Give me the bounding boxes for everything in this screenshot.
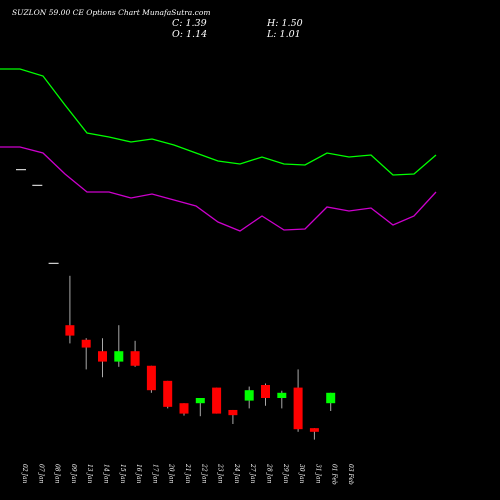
- x-tick-label: 30 Jan: [298, 464, 305, 484]
- x-tick-label: 03 Feb: [347, 464, 354, 485]
- x-tick-label: 01 Feb: [331, 464, 338, 485]
- x-tick-label: 20 Jan: [168, 463, 175, 484]
- x-tick-label: 08 Jan: [54, 464, 61, 484]
- ohlc-high: H: 1.50: [266, 18, 303, 29]
- x-tick-label: 15 Jan: [119, 464, 126, 484]
- candle-17-jan: [146, 365, 156, 393]
- candle-body: [179, 403, 189, 414]
- chart-title: SUZLON 59.00 CE Options Chart MunafaSutr…: [12, 8, 210, 17]
- candle-body: [114, 351, 124, 362]
- ohlc-close: C: 1.39: [172, 18, 207, 29]
- ma-line-magenta: [0, 146, 437, 232]
- candle-20-jan: [163, 380, 173, 409]
- x-tick-label: 16 Jan: [135, 464, 142, 484]
- x-tick-label: 14 Jan: [103, 464, 110, 484]
- ohlc-low: L: 1.01: [266, 29, 301, 40]
- candle-29-jan: [277, 390, 287, 409]
- x-tick-label: 31 Jan: [314, 464, 321, 484]
- candle-14-jan: [98, 338, 107, 378]
- x-tick-label: 23 Jan: [217, 463, 224, 484]
- x-tick-label: 09 Jan: [70, 464, 77, 484]
- candle-body: [261, 385, 270, 398]
- candle-body: [163, 380, 173, 407]
- candle-07-jan: [32, 184, 43, 186]
- candle-body: [65, 325, 75, 336]
- x-tick-label: 28 Jan: [266, 463, 273, 484]
- candle-body: [228, 409, 238, 416]
- x-tick-label: 17 Jan: [151, 464, 158, 484]
- x-tick-label: 02 Jan: [21, 464, 28, 484]
- ma-line-green: [0, 68, 437, 176]
- candle-09-jan: [65, 275, 75, 344]
- x-tick-label: 22 Jan: [200, 463, 207, 484]
- x-tick-label: 21 Jan: [184, 463, 191, 484]
- x-tick-label: 24 Jan: [233, 463, 240, 484]
- candle-24-jan: [228, 409, 238, 424]
- candle-21-jan: [179, 403, 189, 416]
- x-tick-label: 29 Jan: [282, 463, 289, 484]
- candle-body: [48, 262, 59, 264]
- candle-08-jan: [48, 262, 59, 264]
- candle-body: [212, 387, 222, 414]
- candle-body: [146, 365, 156, 391]
- candle-22-jan: [195, 398, 205, 417]
- x-axis-ticks: 02 Jan 07 Jan 08 Jan 09 Jan 13 Jan 14 Jan 15 J…: [21, 463, 354, 485]
- candle-body: [81, 339, 91, 348]
- candle-23-jan: [212, 387, 222, 414]
- candle-15-jan: [114, 325, 124, 367]
- candle-body: [98, 351, 107, 362]
- candle-body: [277, 392, 287, 398]
- indicator-lines: [0, 68, 437, 232]
- candle-body: [32, 184, 43, 186]
- candle-16-jan: [130, 340, 140, 367]
- candle-30-jan: [293, 369, 303, 432]
- candle-body: [16, 169, 26, 171]
- ohlc-open: O: 1.14: [172, 29, 207, 40]
- candle-13-jan: [81, 338, 91, 370]
- candle-27-jan: [244, 386, 254, 409]
- candle-01-feb: [326, 392, 336, 411]
- candle-body: [309, 428, 319, 432]
- candle-body: [244, 390, 254, 401]
- candle-body: [130, 351, 140, 366]
- candle-02-jan: [16, 169, 26, 171]
- x-tick-label: 07 Jan: [37, 464, 44, 484]
- candle-body: [293, 387, 303, 430]
- x-tick-label: 27 Jan: [249, 463, 256, 484]
- candle-28-jan: [261, 383, 270, 406]
- candle-body: [326, 392, 336, 404]
- candles-layer: [16, 169, 336, 440]
- candle-31-jan: [309, 428, 319, 440]
- x-tick-label: 13 Jan: [86, 464, 93, 484]
- candle-body: [195, 398, 205, 404]
